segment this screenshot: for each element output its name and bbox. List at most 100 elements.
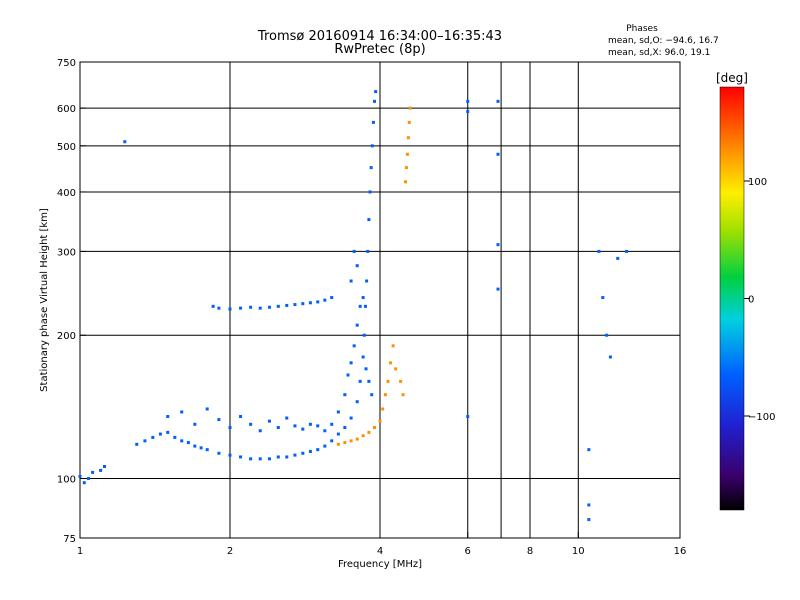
echo-point — [349, 279, 353, 283]
data-points — [78, 90, 629, 522]
echo-point — [135, 442, 139, 446]
echo-point — [293, 424, 297, 428]
echo-point — [355, 400, 359, 404]
echo-point — [466, 110, 470, 114]
echo-point — [211, 304, 215, 308]
echo-point — [336, 432, 340, 436]
echo-point — [91, 470, 95, 474]
echo-point — [143, 439, 147, 443]
echo-point — [330, 439, 334, 443]
echo-point — [346, 373, 350, 377]
colorbar-ticks: 100 0 −100 — [744, 177, 775, 423]
echo-point — [316, 424, 320, 428]
echo-point — [186, 441, 190, 445]
echo-point — [308, 422, 312, 426]
echo-point — [370, 144, 374, 148]
chart-subtitle: RwPretec (8p) — [334, 42, 425, 57]
echo-point — [367, 379, 371, 383]
echo-point — [199, 446, 203, 450]
echo-point — [293, 453, 297, 457]
echo-point — [249, 457, 253, 461]
x-tick-label: 6 — [465, 546, 471, 557]
echo-point — [336, 410, 340, 414]
echo-point — [358, 379, 362, 383]
echo-point — [370, 393, 374, 397]
echo-point — [355, 437, 359, 441]
echo-point — [239, 414, 243, 418]
echo-point — [355, 323, 359, 327]
echo-point — [373, 425, 377, 429]
echo-point — [151, 435, 155, 439]
echo-point — [316, 300, 320, 304]
echo-point — [404, 166, 408, 170]
echo-point — [608, 355, 612, 359]
echo-point — [285, 303, 289, 307]
echo-point — [276, 425, 280, 429]
echo-point — [408, 106, 412, 110]
y-tick-label: 400 — [57, 188, 76, 199]
echo-point — [217, 418, 221, 422]
echo-point — [258, 429, 262, 433]
stats-x-mode: mean, sd,X: 96.0, 19.1 — [608, 48, 710, 58]
echo-point — [258, 306, 262, 310]
echo-point — [308, 301, 312, 305]
echo-point — [276, 455, 280, 459]
stats-o-mode: mean, sd,O: −94.6, 16.7 — [608, 36, 719, 46]
echo-point — [217, 306, 221, 310]
echo-point — [373, 99, 377, 103]
echo-point — [496, 152, 500, 156]
echo-point — [258, 457, 262, 461]
echo-point — [616, 256, 620, 260]
echo-point — [496, 243, 500, 247]
y-tick-label: 500 — [57, 142, 76, 153]
echo-point — [205, 448, 209, 452]
x-tick-label: 8 — [527, 546, 533, 557]
echo-point — [367, 218, 371, 222]
echo-point — [368, 190, 372, 194]
echo-point — [466, 99, 470, 103]
echo-point — [361, 355, 365, 359]
echo-point — [405, 152, 409, 156]
echo-point — [249, 422, 253, 426]
x-tick-label: 4 — [377, 546, 383, 557]
echo-point — [605, 333, 609, 337]
echo-point — [78, 474, 82, 478]
echo-point — [587, 448, 591, 452]
echo-point — [407, 120, 411, 124]
echo-point — [228, 425, 232, 429]
echo-point — [239, 455, 243, 459]
echo-point — [301, 451, 305, 455]
echo-point — [239, 306, 243, 310]
y-axis-ticks: 75 100 200 300 400 500 600 750 — [57, 58, 86, 545]
echo-point — [336, 442, 340, 446]
echo-point — [349, 416, 353, 420]
echo-point — [496, 287, 500, 291]
x-axis-label: Frequency [MHz] — [338, 559, 422, 570]
echo-point — [381, 407, 385, 411]
echo-point — [308, 449, 312, 453]
echo-point — [103, 464, 107, 468]
echo-point — [285, 455, 289, 459]
y-tick-label: 750 — [57, 58, 76, 69]
echo-point — [601, 296, 605, 300]
echo-point — [166, 430, 170, 434]
echo-point — [323, 298, 327, 302]
echo-point — [276, 304, 280, 308]
echo-point — [293, 303, 297, 307]
echo-point — [267, 305, 271, 309]
echo-point — [391, 344, 395, 348]
echo-point — [367, 430, 371, 434]
x-tick-label: 16 — [674, 546, 687, 557]
echo-point — [399, 379, 403, 383]
echo-point — [330, 296, 334, 300]
echo-point — [330, 422, 334, 426]
echo-point — [343, 441, 347, 445]
echo-point — [323, 429, 327, 433]
echo-point — [355, 264, 359, 268]
echo-point — [363, 304, 367, 308]
echo-point — [267, 419, 271, 423]
echo-point — [364, 367, 368, 371]
echo-point — [99, 468, 103, 472]
echo-point — [180, 410, 184, 414]
